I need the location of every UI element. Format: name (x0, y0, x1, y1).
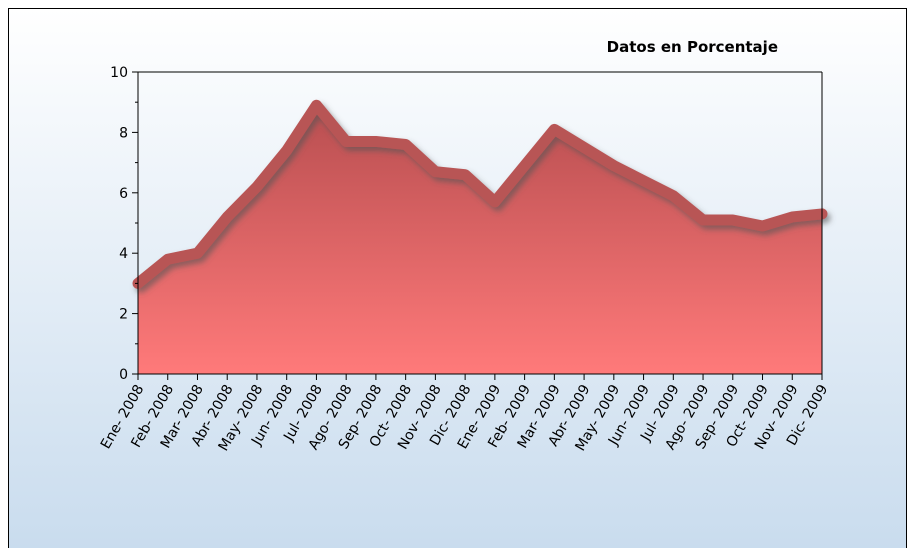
y-tick-label: 4 (119, 246, 128, 262)
y-tick-label: 10 (110, 65, 128, 81)
y-tick-label: 6 (119, 186, 128, 202)
chart-title: Datos en Porcentaje (607, 38, 778, 56)
y-tick-label: 8 (119, 125, 128, 141)
y-tick-label: 2 (119, 307, 128, 323)
area (138, 105, 822, 374)
y-tick-label: 0 (119, 367, 128, 383)
line (132, 99, 828, 289)
